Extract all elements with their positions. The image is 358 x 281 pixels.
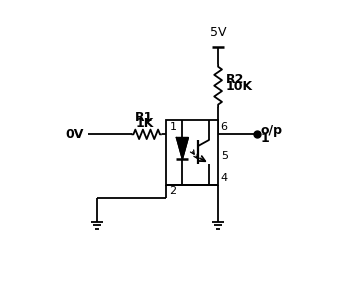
Text: 1: 1	[169, 121, 176, 132]
Polygon shape	[176, 138, 188, 159]
Text: 5: 5	[221, 151, 228, 161]
Text: 2: 2	[169, 186, 176, 196]
Text: 10K: 10K	[226, 80, 253, 93]
Text: 0V: 0V	[66, 128, 84, 141]
Text: 4: 4	[221, 173, 228, 183]
Text: R1: R1	[135, 110, 154, 124]
Text: 1K: 1K	[135, 117, 154, 130]
Text: 5V: 5V	[210, 26, 226, 39]
Text: 1: 1	[260, 132, 269, 145]
FancyBboxPatch shape	[166, 120, 218, 185]
Text: 6: 6	[221, 121, 228, 132]
Text: o/p: o/p	[260, 124, 282, 137]
Text: R2: R2	[226, 73, 244, 86]
